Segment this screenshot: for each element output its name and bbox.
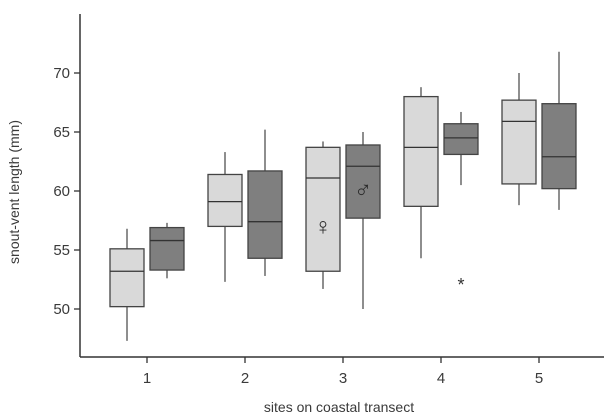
outlier-marker: * — [457, 275, 464, 295]
y-tick-label: 55 — [53, 242, 70, 259]
box — [541, 103, 577, 190]
box-group — [541, 51, 577, 210]
y-tick-label: 50 — [53, 301, 70, 318]
box — [149, 226, 185, 271]
box-group — [443, 111, 479, 186]
box-group — [345, 132, 381, 309]
y-tick-label: 60 — [53, 183, 70, 200]
box — [247, 170, 283, 259]
box-group — [247, 129, 283, 276]
boxes — [109, 51, 577, 341]
sex-symbol-annotation: ♂ — [354, 177, 372, 204]
y-axis-label: snout-vent length (mm) — [6, 120, 22, 264]
box — [207, 173, 243, 228]
axes: 50 55 60 65 70 1 2 3 4 5 — [53, 14, 604, 387]
sex-symbol-annotation: ♀ — [314, 213, 332, 240]
box-group — [207, 152, 243, 282]
box-group — [109, 228, 145, 341]
box-group — [305, 141, 341, 289]
box-group — [501, 73, 537, 206]
box — [403, 95, 439, 207]
box-group — [149, 222, 185, 279]
x-tick-label: 5 — [535, 370, 543, 387]
box — [305, 146, 341, 272]
x-axis-label: sites on coastal transect — [264, 399, 414, 415]
x-tick-label: 2 — [241, 370, 249, 387]
x-tick-label: 3 — [339, 370, 347, 387]
box — [501, 99, 537, 185]
y-tick-label: 65 — [53, 124, 70, 141]
annotations: * ♀ ♂ — [314, 177, 465, 295]
box — [345, 144, 381, 219]
box-group — [403, 87, 439, 259]
x-tick-label: 4 — [437, 370, 445, 387]
x-tick-label: 1 — [143, 370, 151, 387]
box — [443, 123, 479, 156]
y-tick-label: 70 — [53, 65, 70, 82]
box — [109, 248, 145, 308]
